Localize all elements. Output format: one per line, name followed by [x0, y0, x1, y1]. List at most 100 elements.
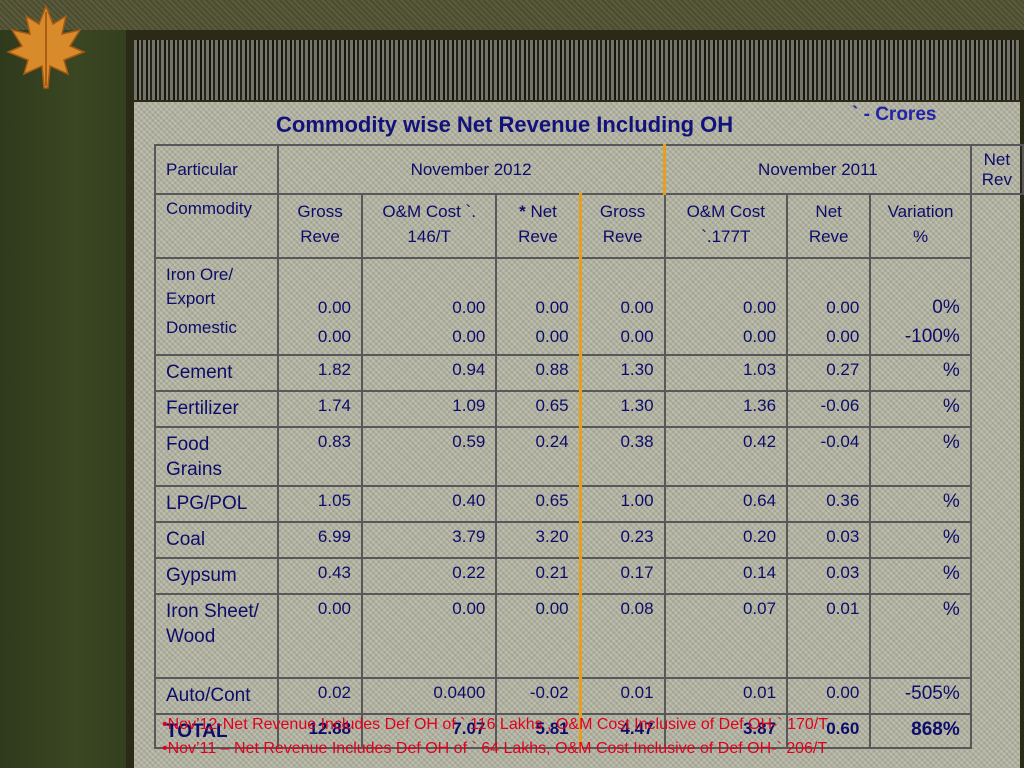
- value-cell: 0.36: [786, 485, 872, 523]
- table-row: Coal 6.99 3.79 3.20 0.23 0.20 0.03%: [153, 521, 1023, 559]
- header-particular: Particular: [153, 144, 280, 195]
- page-title: Commodity wise Net Revenue Including OH: [276, 112, 734, 137]
- variation-cell: %: [869, 354, 972, 392]
- table-header-row: Particular November 2012 November 2011 N…: [153, 144, 1024, 195]
- value-cell: 0.00: [360, 593, 498, 679]
- commodity-label: Fertilizer: [153, 390, 280, 428]
- value-cell: 1.82: [277, 354, 363, 392]
- table-row: Fertilizer 1.74 1.09 0.65 1.30 1.36 -0.06%: [153, 390, 1023, 428]
- variation-cell: %: [869, 593, 972, 679]
- value-cell: 0.59: [360, 426, 498, 487]
- value-cell: 0.01: [663, 677, 789, 715]
- header-net-reve-2012-label: Net Reve: [518, 202, 558, 246]
- iron-ore-cell: 0.00 0.00: [786, 257, 872, 356]
- table-subheader-row: Commodity Gross Reve O&M Cost `. 146/T *…: [153, 193, 1023, 259]
- value-cell: 0.60: [786, 713, 872, 749]
- value-cell: 1.30: [579, 390, 666, 428]
- top-band: [0, 0, 1024, 30]
- header-om-cost-2012: O&M Cost `. 146/T: [360, 193, 498, 259]
- table-row-iron-ore: Iron Ore/ Export Domestic 0.00 0.00 0.00 0…: [153, 257, 1023, 356]
- value-cell: 0.01: [579, 677, 666, 715]
- iron-ore-domestic-value: 0.00: [317, 327, 351, 346]
- iron-ore-cell: 0.00 0.00: [360, 257, 498, 356]
- iron-ore-export-label: Iron Ore/ Export: [166, 265, 234, 308]
- commodity-label: Food Grains: [153, 426, 280, 487]
- value-cell: 0.22: [360, 557, 498, 595]
- value-cell: 6.99: [277, 521, 363, 559]
- header-net-reve-2012: * Net Reve: [495, 193, 582, 259]
- table-row: LPG/POL 1.05 0.40 0.65 1.00 0.64 0.36%: [153, 485, 1023, 523]
- value-cell: 3.20: [495, 521, 582, 559]
- value-cell: 0.0400: [360, 677, 498, 715]
- value-cell: 0.14: [663, 557, 789, 595]
- iron-ore-cell: 0.00 0.00: [579, 257, 666, 356]
- value-cell: 0.65: [495, 485, 582, 523]
- value-cell: 0.94: [360, 354, 498, 392]
- header-om-cost-2011: O&M Cost `.177T: [663, 193, 789, 259]
- value-cell: 0.03: [786, 521, 872, 559]
- iron-ore-domestic-value: 0.00: [826, 327, 860, 346]
- value-cell: 7.07: [360, 713, 498, 749]
- iron-ore-domestic-label: Domestic: [166, 318, 237, 337]
- iron-ore-domestic-value: 0.00: [742, 327, 777, 346]
- iron-ore-export-value: 0.00: [742, 298, 777, 317]
- iron-ore-label-cell: Iron Ore/ Export Domestic: [153, 257, 280, 356]
- value-cell: 0.20: [663, 521, 789, 559]
- header-commodity: Commodity: [153, 193, 280, 259]
- value-cell: 0.00: [495, 593, 582, 679]
- header-nov-2011: November 2011: [663, 144, 972, 195]
- commodity-label: Auto/Cont: [153, 677, 280, 715]
- value-cell: 5.81: [495, 713, 582, 749]
- value-cell: 0.03: [786, 557, 872, 595]
- unit-note: ` - Crores: [852, 104, 937, 125]
- value-cell: -0.02: [495, 677, 582, 715]
- value-cell: 0.00: [277, 593, 363, 679]
- header-net-reve-2011: Net Reve: [786, 193, 872, 259]
- value-cell: 0.01: [786, 593, 872, 679]
- value-cell: 1.09: [360, 390, 498, 428]
- iron-ore-cell: 0.00 0.00: [663, 257, 789, 356]
- commodity-label: Gypsum: [153, 557, 280, 595]
- value-cell: 4.47: [579, 713, 666, 749]
- iron-ore-cell: 0.00 0.00: [495, 257, 582, 356]
- iron-ore-cell: 0% -100%: [869, 257, 972, 356]
- footnote-nov-2011: •Nov’11 – Net Revenue Includes Def OH of…: [162, 740, 828, 757]
- header-nov-2012: November 2012: [277, 144, 667, 195]
- commodity-label: Coal: [153, 521, 280, 559]
- asterisk-mark: *: [519, 202, 526, 221]
- header-variation: Variation %: [869, 193, 972, 259]
- total-label: TOTAL: [153, 713, 280, 749]
- value-cell: -0.06: [786, 390, 872, 428]
- table-body: Cement 1.82 0.94 0.88 1.30 1.03 0.27% Fertilize…: [153, 354, 1023, 749]
- variation-cell: %: [869, 390, 972, 428]
- iron-ore-export-value: 0.00: [620, 298, 654, 317]
- commodity-label: LPG/POL: [153, 485, 280, 523]
- iron-ore-domestic-value: 0.00: [452, 327, 486, 346]
- value-cell: 1.36: [663, 390, 789, 428]
- variation-cell: %: [869, 426, 972, 487]
- iron-ore-domestic-value: 0.00: [620, 327, 654, 346]
- left-band: [0, 0, 126, 768]
- variation-cell: 868%: [869, 713, 972, 749]
- commodity-label: Iron Sheet/ Wood: [153, 593, 280, 679]
- table-row: Gypsum 0.43 0.22 0.21 0.17 0.14 0.03%: [153, 557, 1023, 595]
- value-cell: 0.24: [495, 426, 582, 487]
- value-cell: 0.64: [663, 485, 789, 523]
- value-cell: 3.79: [360, 521, 498, 559]
- value-cell: 0.38: [579, 426, 666, 487]
- value-cell: 1.05: [277, 485, 363, 523]
- table-row: Auto/Cont 0.02 0.0400 -0.02 0.01 0.01 0.00 -505…: [153, 677, 1023, 715]
- value-cell: -0.04: [786, 426, 872, 487]
- value-cell: 0.42: [663, 426, 789, 487]
- value-cell: 0.21: [495, 557, 582, 595]
- iron-ore-export-value: 0.00: [317, 298, 351, 317]
- value-cell: 1.00: [579, 485, 666, 523]
- value-cell: 0.40: [360, 485, 498, 523]
- commodity-label: Cement: [153, 354, 280, 392]
- value-cell: 12.88: [277, 713, 363, 749]
- value-cell: 1.03: [663, 354, 789, 392]
- value-cell: 0.07: [663, 593, 789, 679]
- value-cell: 1.30: [579, 354, 666, 392]
- value-cell: 1.74: [277, 390, 363, 428]
- iron-ore-cell: 0.00 0.00: [277, 257, 363, 356]
